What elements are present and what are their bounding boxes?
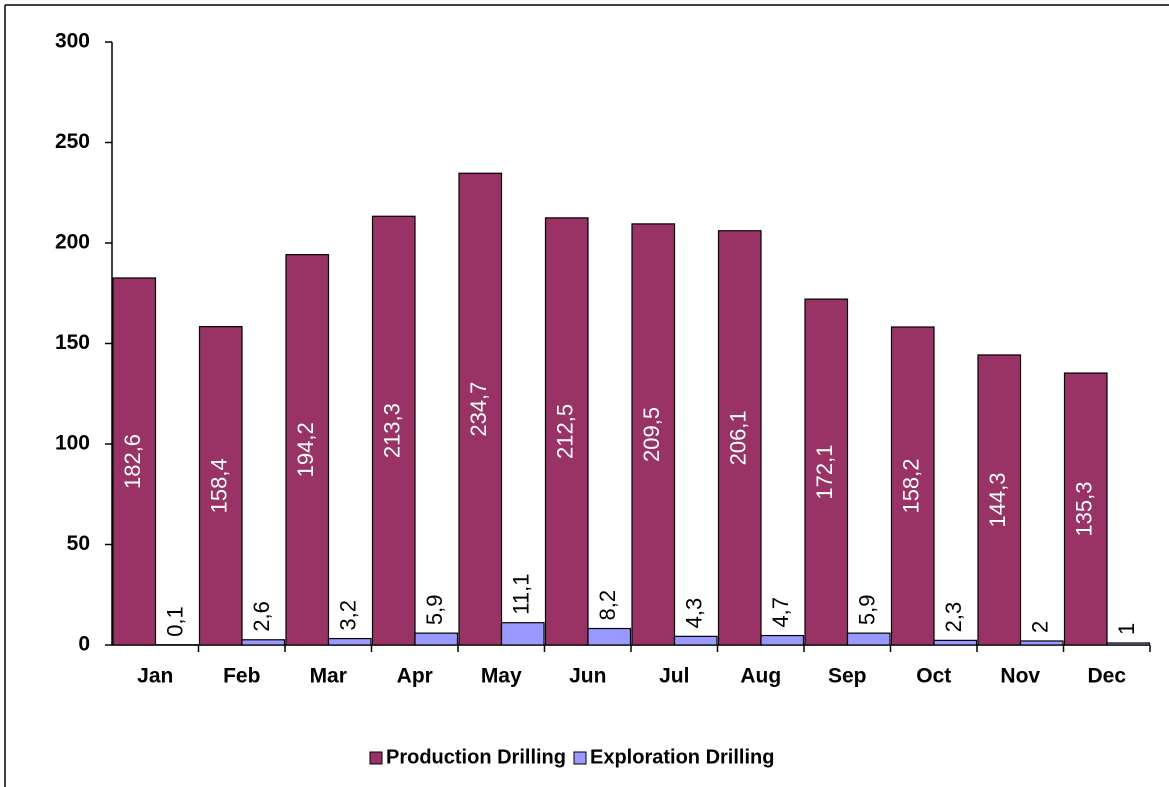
data-label: 5,9 — [855, 595, 880, 626]
bar — [1063, 372, 1108, 646]
y-tick-label: 200 — [55, 231, 90, 254]
bar — [414, 632, 459, 646]
x-tick-label: May — [481, 665, 522, 688]
data-label: 3,2 — [336, 600, 361, 631]
x-tick-label: Sep — [828, 665, 867, 688]
data-label: 2,3 — [941, 602, 966, 633]
bar — [977, 354, 1022, 646]
data-label: 135,3 — [1072, 481, 1097, 536]
bar — [241, 639, 286, 646]
bar — [890, 326, 935, 646]
bar — [673, 635, 718, 646]
data-label: 8,2 — [595, 590, 620, 621]
data-label: 194,2 — [293, 422, 318, 477]
bar — [458, 172, 503, 646]
data-label: 212,5 — [553, 404, 578, 459]
bar — [544, 217, 589, 646]
bar — [846, 632, 891, 646]
y-tick-label: 0 — [78, 633, 90, 656]
bar — [631, 223, 676, 646]
bar — [717, 230, 762, 646]
y-tick-label: 150 — [55, 331, 90, 354]
bar — [500, 622, 545, 646]
x-tick-label: Aug — [740, 665, 781, 688]
legend-label: Exploration Drilling — [590, 746, 774, 768]
x-tick-label: Jan — [137, 665, 173, 688]
legend-swatch — [573, 751, 587, 765]
data-label: 4,7 — [768, 597, 793, 628]
data-label: 4,3 — [682, 598, 707, 629]
y-tick-label: 250 — [55, 130, 90, 153]
bar — [587, 627, 632, 646]
data-label: 234,7 — [466, 382, 491, 437]
bar — [1019, 640, 1064, 646]
data-label: 11,1 — [509, 574, 534, 615]
bar — [1106, 642, 1151, 646]
data-label: 144,3 — [985, 472, 1010, 527]
data-label: 158,4 — [207, 458, 232, 513]
bar — [327, 637, 372, 646]
bar — [760, 634, 805, 646]
bar — [371, 215, 416, 646]
data-label: 158,2 — [899, 458, 924, 513]
data-label: 213,3 — [380, 403, 405, 458]
data-label: 182,6 — [120, 434, 145, 489]
bar — [112, 277, 157, 646]
y-tick-label: 300 — [55, 30, 90, 53]
data-label: 206,1 — [726, 410, 751, 465]
data-label: 209,5 — [639, 407, 664, 462]
legend-label: Production Drilling — [386, 746, 566, 768]
legend-swatch — [369, 751, 383, 765]
x-tick-label: Oct — [916, 665, 951, 688]
bar — [198, 326, 243, 646]
bar — [804, 298, 849, 646]
x-tick-label: Nov — [1000, 665, 1040, 688]
bar — [285, 254, 330, 646]
data-label: 5,9 — [422, 595, 447, 626]
x-tick-label: Jun — [569, 665, 606, 688]
y-tick-label: 50 — [67, 532, 90, 555]
y-tick-label: 100 — [55, 432, 90, 455]
x-tick-label: Mar — [310, 665, 347, 688]
x-tick-label: Dec — [1087, 665, 1126, 688]
x-tick-label: Feb — [223, 665, 260, 688]
x-tick-label: Jul — [659, 665, 689, 688]
data-label: 1 — [1114, 623, 1139, 635]
data-label: 0,1 — [163, 606, 188, 637]
bar — [933, 639, 978, 646]
data-label: 2 — [1028, 621, 1053, 633]
data-label: 2,6 — [249, 601, 274, 632]
data-label: 172,1 — [812, 445, 837, 500]
x-tick-label: Apr — [397, 665, 433, 688]
